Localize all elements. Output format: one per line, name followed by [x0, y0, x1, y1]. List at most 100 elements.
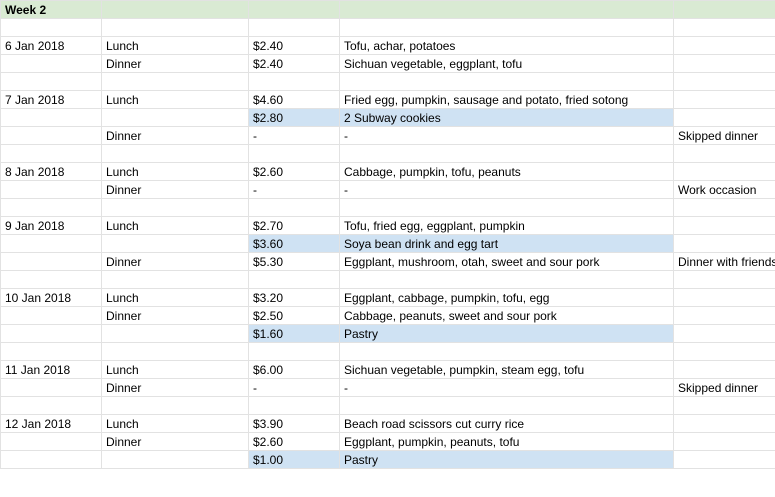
sheet-title: Week 2: [0, 0, 102, 19]
meal-cell: Lunch: [101, 36, 249, 55]
cell: [0, 18, 102, 37]
food-cell: -: [339, 378, 674, 397]
cell: [101, 144, 249, 163]
date-cell: 11 Jan 2018: [0, 360, 102, 379]
cost-cell: $3.60: [248, 234, 340, 253]
food-cell: Beach road scissors cut curry rice: [339, 414, 674, 433]
cost-cell: $3.90: [248, 414, 340, 433]
cost-cell: $2.60: [248, 432, 340, 451]
cell: [0, 450, 102, 469]
row: 10 Jan 2018 Lunch $3.20 Eggplant, cabbage, …: [0, 288, 775, 307]
food-cell: Eggplant, mushroom, otah, sweet and sour…: [339, 252, 674, 271]
cell: [339, 72, 674, 91]
cost-cell: $2.40: [248, 54, 340, 73]
row: [0, 72, 775, 91]
cost-cell: $1.60: [248, 324, 340, 343]
cell: [248, 396, 340, 415]
cell: [101, 198, 249, 217]
cost-cell: -: [248, 180, 340, 199]
cost-cell: $6.00: [248, 360, 340, 379]
cell: [0, 72, 102, 91]
cell: [673, 270, 775, 289]
cell: [248, 144, 340, 163]
date-cell: 12 Jan 2018: [0, 414, 102, 433]
food-cell: -: [339, 180, 674, 199]
cell: [0, 126, 102, 145]
cell: [673, 414, 775, 433]
row: Dinner $5.30 Eggplant, mushroom, otah, swe…: [0, 252, 775, 271]
cell: [673, 162, 775, 181]
meal-cell: Dinner: [101, 180, 249, 199]
cell: [101, 108, 249, 127]
row: Dinner - - Work occasion: [0, 180, 775, 199]
row: $2.80 2 Subway cookies: [0, 108, 775, 127]
note-cell: Skipped dinner: [673, 378, 775, 397]
cell: [673, 54, 775, 73]
cell: [248, 198, 340, 217]
food-cell: Soya bean drink and egg tart: [339, 234, 674, 253]
cell: [673, 18, 775, 37]
row: 12 Jan 2018 Lunch $3.90 Beach road scissors…: [0, 414, 775, 433]
cell: [673, 108, 775, 127]
row: 8 Jan 2018 Lunch $2.60 Cabbage, pumpkin, to…: [0, 162, 775, 181]
food-cell: Tofu, fried egg, eggplant, pumpkin: [339, 216, 674, 235]
row: Dinner $2.50 Cabbage, peanuts, sweet and s…: [0, 306, 775, 325]
cost-cell: $2.80: [248, 108, 340, 127]
cell: [673, 90, 775, 109]
cell: [673, 234, 775, 253]
meal-cell: Lunch: [101, 162, 249, 181]
food-cell: Cabbage, pumpkin, tofu, peanuts: [339, 162, 674, 181]
food-cell: Cabbage, peanuts, sweet and sour pork: [339, 306, 674, 325]
cell: [0, 198, 102, 217]
note-cell: Work occasion: [673, 180, 775, 199]
row: 6 Jan 2018 Lunch $2.40 Tofu, achar, potatoe…: [0, 36, 775, 55]
food-cell: Fried egg, pumpkin, sausage and potato, …: [339, 90, 674, 109]
meal-cell: Dinner: [101, 432, 249, 451]
cell: [101, 18, 249, 37]
cell: [101, 396, 249, 415]
cell: [0, 108, 102, 127]
cell: [0, 144, 102, 163]
cell: [339, 342, 674, 361]
meal-cell: Dinner: [101, 306, 249, 325]
cost-cell: $3.20: [248, 288, 340, 307]
cell: [339, 18, 674, 37]
food-cell: Eggplant, pumpkin, peanuts, tofu: [339, 432, 674, 451]
cell: [101, 0, 249, 19]
food-cell: Pastry: [339, 324, 674, 343]
meal-cell: Dinner: [101, 54, 249, 73]
cell: [673, 432, 775, 451]
cell: [339, 198, 674, 217]
cost-cell: $2.60: [248, 162, 340, 181]
cell: [101, 342, 249, 361]
cell: [248, 342, 340, 361]
cell: [673, 216, 775, 235]
cell: [248, 0, 340, 19]
cell: [0, 342, 102, 361]
cell: [673, 72, 775, 91]
meal-cell: Lunch: [101, 90, 249, 109]
food-cell: 2 Subway cookies: [339, 108, 674, 127]
row: Dinner $2.40 Sichuan vegetable, eggplant, …: [0, 54, 775, 73]
cell: [248, 72, 340, 91]
cell: [673, 36, 775, 55]
cell: [673, 0, 775, 19]
cell: [101, 324, 249, 343]
cell: [0, 54, 102, 73]
cost-cell: -: [248, 378, 340, 397]
cell: [0, 432, 102, 451]
cell: [339, 0, 674, 19]
food-cell: Eggplant, cabbage, pumpkin, tofu, egg: [339, 288, 674, 307]
cell: [673, 198, 775, 217]
note-cell: Dinner with friends: [673, 252, 775, 271]
cell: [0, 378, 102, 397]
row: Dinner - - Skipped dinner: [0, 378, 775, 397]
date-cell: 10 Jan 2018: [0, 288, 102, 307]
meal-cell: Dinner: [101, 378, 249, 397]
cell: [673, 450, 775, 469]
row: [0, 144, 775, 163]
row: Dinner $2.60 Eggplant, pumpkin, peanuts, t…: [0, 432, 775, 451]
cell: [101, 72, 249, 91]
cell: [339, 144, 674, 163]
row: 11 Jan 2018 Lunch $6.00 Sichuan vegetable, …: [0, 360, 775, 379]
